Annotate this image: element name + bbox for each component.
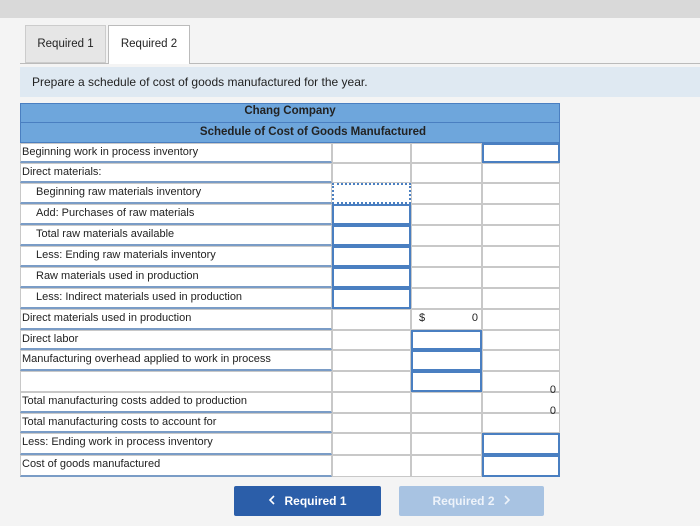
cell: [411, 455, 482, 477]
row-label: Beginning raw materials inventory: [36, 186, 202, 198]
table-header: [20, 103, 560, 143]
cell: [20, 413, 332, 433]
instruction: Prepare a schedule of cost of goods manu…: [20, 67, 700, 97]
row-label: Less: Ending raw materials inventory: [36, 249, 216, 261]
value: 0: [549, 405, 556, 417]
cell: [332, 371, 411, 392]
cell: [411, 204, 482, 225]
cell: [20, 183, 332, 204]
cell: [20, 163, 332, 183]
cell: [482, 330, 560, 350]
row-label: Total manufacturing costs to account for: [22, 416, 217, 428]
cell: [332, 455, 411, 477]
cell: [482, 413, 560, 433]
cell: [411, 183, 482, 204]
cell: [411, 163, 482, 183]
value: 0: [471, 312, 478, 324]
cell: [482, 246, 560, 267]
prev-label: Required 1: [284, 494, 347, 508]
cell: [332, 143, 411, 163]
cell: [411, 392, 482, 413]
prev-button[interactable]: Required 1: [234, 486, 381, 516]
cell: [20, 288, 332, 309]
cell: [482, 309, 560, 330]
cell: [20, 143, 332, 163]
cell: [20, 246, 332, 267]
cell: [332, 163, 411, 183]
cell: [20, 371, 332, 392]
cell: [482, 350, 560, 371]
cell: [482, 371, 560, 392]
cell: [482, 204, 560, 225]
tab-active[interactable]: Required 2: [108, 25, 190, 64]
cell: [482, 288, 560, 309]
cell: [332, 433, 411, 455]
row-label: Direct materials used in production: [22, 312, 192, 324]
input-cell[interactable]: [411, 330, 482, 350]
cell: [332, 350, 411, 371]
input-cell[interactable]: [332, 204, 411, 225]
row-label: Raw materials used in production: [36, 270, 199, 282]
cell: [332, 330, 411, 350]
row-label: Less: Indirect materials used in product…: [36, 291, 243, 303]
next-label: Required 2: [432, 494, 495, 508]
company-name: Chang Company: [244, 105, 336, 117]
input-cell[interactable]: [332, 288, 411, 309]
top-bar: [0, 0, 700, 18]
row-label: Manufacturing overhead applied to work i…: [22, 353, 271, 365]
cell: [20, 455, 332, 477]
row-label: Total manufacturing costs added to produ…: [22, 395, 248, 407]
row-label: Total raw materials available: [36, 228, 175, 240]
input-cell[interactable]: [411, 371, 482, 392]
row-label: Cost of goods manufactured: [22, 458, 161, 470]
value: 0: [549, 384, 556, 396]
header-divider: [20, 122, 560, 123]
row-label: Beginning work in process inventory: [22, 146, 199, 158]
cell: [411, 143, 482, 163]
cell: [411, 309, 482, 330]
input-cell[interactable]: [482, 433, 560, 455]
cell: [20, 225, 332, 246]
row-label: Add: Purchases of raw materials: [36, 207, 195, 219]
cell: [482, 225, 560, 246]
row-label: Direct labor: [22, 333, 79, 345]
cell: [411, 267, 482, 288]
cell: [411, 225, 482, 246]
cell: [332, 392, 411, 413]
cell: [20, 392, 332, 413]
chevron-left: [269, 495, 276, 505]
tab-line: [20, 63, 700, 64]
input-cell[interactable]: [332, 246, 411, 267]
currency: $: [419, 312, 426, 324]
cell: [20, 433, 332, 455]
input-cell[interactable]: [332, 225, 411, 246]
cell: [482, 392, 560, 413]
cell: [411, 288, 482, 309]
cell: [332, 309, 411, 330]
row-label: Less: Ending work in process inventory: [22, 436, 213, 448]
input-cell[interactable]: [332, 267, 411, 288]
chevron-right: [503, 495, 510, 505]
input-cell[interactable]: [482, 143, 560, 163]
schedule-title: Schedule of Cost of Goods Manufactured: [199, 126, 427, 138]
cell: [411, 246, 482, 267]
cell: [411, 413, 482, 433]
cell: [20, 350, 332, 371]
cell: [482, 183, 560, 204]
row-label: Direct materials:: [22, 166, 102, 178]
cell: [20, 309, 332, 330]
next-button[interactable]: Required 2: [399, 486, 544, 516]
cell: [20, 330, 332, 350]
input-cell[interactable]: [411, 350, 482, 371]
cell: [482, 267, 560, 288]
cell: [411, 433, 482, 455]
tab[interactable]: Required 1: [25, 25, 106, 63]
cell: [20, 267, 332, 288]
input-cell[interactable]: [482, 455, 560, 477]
input-cell[interactable]: [332, 183, 411, 204]
cell: [20, 204, 332, 225]
cell: [482, 163, 560, 183]
cell: [332, 413, 411, 433]
